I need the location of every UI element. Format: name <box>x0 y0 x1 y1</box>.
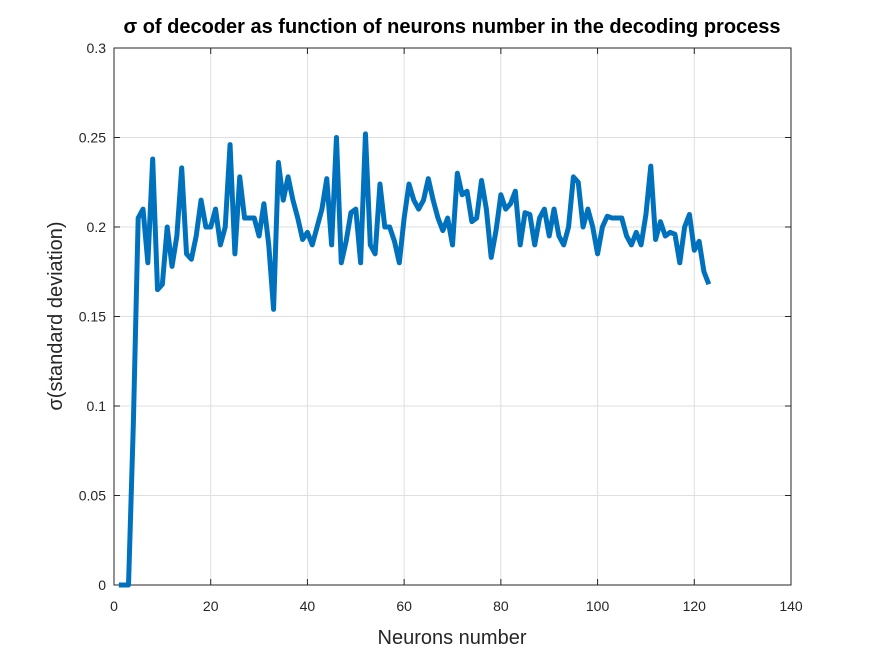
x-tick-label: 40 <box>300 598 316 614</box>
y-axis-label: σ(standard deviation) <box>45 221 67 410</box>
chart-title: σ of decoder as function of neurons numb… <box>123 16 780 38</box>
y-tick-label: 0.2 <box>87 219 107 235</box>
data-line <box>118 131 712 588</box>
x-axis-label: Neurons number <box>378 627 527 649</box>
x-tick-label: 140 <box>779 598 803 614</box>
x-tick-label: 120 <box>683 598 707 614</box>
y-tick-label: 0.1 <box>87 398 107 414</box>
x-tick-label: 0 <box>110 598 118 614</box>
x-tick-label: 20 <box>203 598 219 614</box>
y-tick-label: 0.3 <box>87 40 107 56</box>
x-tick-label: 100 <box>586 598 610 614</box>
axes-box <box>113 47 792 586</box>
y-tick-label: 0.15 <box>79 309 106 325</box>
y-tick-label: 0.25 <box>79 130 106 146</box>
y-tick-label: 0 <box>98 577 106 593</box>
y-tick-label: 0.05 <box>79 488 106 504</box>
x-tick-label: 60 <box>396 598 412 614</box>
x-tick-label: 80 <box>493 598 509 614</box>
